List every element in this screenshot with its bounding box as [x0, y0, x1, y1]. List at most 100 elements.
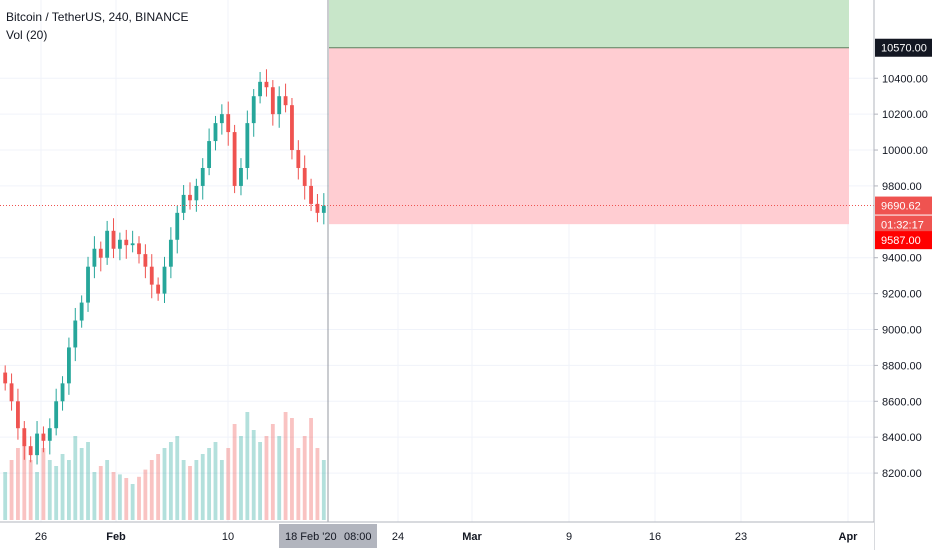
candlestick-series [3, 69, 326, 465]
candle-body [309, 185, 313, 204]
candle-body [54, 401, 59, 429]
volume-bar [117, 474, 122, 520]
volume-bar [277, 436, 282, 520]
time-tick-label: Feb [106, 531, 126, 543]
volume-bar [207, 448, 212, 520]
candle-body [117, 239, 122, 249]
volume-bar [162, 448, 167, 520]
price-tick-label: 9200.00 [882, 289, 922, 301]
bar-countdown-tag-bg [875, 215, 932, 234]
volume-bar [130, 484, 135, 520]
crosshair-time-box [279, 524, 377, 548]
price-tick-label: 8200.00 [882, 468, 922, 480]
volume-bar [264, 436, 269, 520]
candle-body [207, 141, 212, 168]
volume-bar [79, 448, 84, 520]
candle-body [270, 87, 275, 115]
volume-bar [67, 460, 71, 520]
volume-bar [200, 454, 205, 520]
candle-body [277, 96, 282, 115]
candle-body [245, 123, 250, 168]
candle-body [162, 266, 167, 294]
candle-body [47, 428, 52, 441]
time-tick-label: 16 [649, 531, 661, 543]
candle-body [168, 239, 173, 267]
candle-body [67, 347, 71, 384]
volume-bar [283, 412, 288, 520]
volume-bar [194, 460, 199, 520]
time-tick-label: 9 [566, 531, 572, 543]
price-tick-label: 8800.00 [882, 360, 922, 372]
candle-body [315, 203, 320, 213]
volume-bar [124, 478, 129, 520]
target-price-tag: 10570.00 [881, 43, 927, 55]
candle-body [264, 81, 269, 88]
long-position-tool[interactable] [329, 0, 849, 225]
time-axis[interactable]: 26 Feb 10 24 Mar 9 16 23 Apr 18 Feb '20 08:00 [0, 521, 874, 550]
chart-legend: Bitcoin / TetherUS, 240, BINANCE Vol (20… [6, 8, 189, 44]
volume-bar [35, 472, 39, 520]
candle-body [321, 205, 326, 213]
loss-zone [329, 47, 849, 225]
symbol-title[interactable]: Bitcoin / TetherUS, 240, BINANCE [6, 10, 189, 24]
candle-body [111, 230, 116, 249]
candle-body [251, 96, 256, 124]
candle-body [22, 428, 27, 447]
time-tick-label: 23 [735, 531, 747, 543]
volume-bar [98, 466, 103, 520]
candle-body [219, 114, 224, 124]
volume-bar [296, 448, 301, 520]
price-axis-background [874, 0, 932, 550]
candle-body [105, 230, 110, 258]
candle-body [156, 284, 161, 294]
profit-zone [329, 0, 849, 48]
candle-body [9, 383, 14, 402]
price-axis[interactable]: 10400.00 10200.00 10000.00 9800.00 9400.00 92… [873, 0, 932, 550]
candle-body [3, 372, 8, 384]
candle-body [302, 167, 307, 186]
price-tick-label: 9400.00 [882, 253, 922, 265]
candle-body [143, 254, 148, 267]
candle-body [181, 194, 186, 213]
volume-bar [251, 430, 256, 520]
volume-bar [270, 424, 275, 520]
stop-price-tag: 9587.00 [881, 235, 921, 247]
candle-body [35, 433, 39, 456]
volume-bar [290, 418, 294, 520]
candle-body [130, 243, 135, 246]
candle-body [124, 239, 129, 246]
volume-bar [258, 442, 262, 520]
candle-body [73, 320, 78, 348]
volume-bar [309, 418, 313, 520]
time-tick-label: 24 [392, 531, 404, 543]
price-tick-label: 9000.00 [882, 325, 922, 337]
candle-body [188, 194, 192, 201]
price-tick-label: 8400.00 [882, 432, 922, 444]
price-tick-label: 10400.00 [882, 73, 928, 85]
candle-body [79, 302, 84, 321]
time-axis-background [0, 522, 874, 550]
volume-bar [73, 436, 78, 520]
candle-body [60, 383, 65, 402]
candle-body [283, 96, 288, 106]
chart-grid [0, 0, 874, 522]
volume-indicator-title[interactable]: Vol (20) [6, 28, 48, 42]
candle-body [98, 248, 103, 258]
volume-bar [232, 424, 237, 520]
volume-bars [3, 412, 326, 520]
volume-bar [188, 466, 192, 520]
volume-bar [16, 448, 20, 520]
price-tick-label: 10000.00 [882, 145, 928, 157]
price-tick-label: 9800.00 [882, 181, 922, 193]
volume-bar [41, 448, 46, 520]
candle-body [296, 150, 301, 168]
candle-body [200, 167, 205, 186]
bar-countdown-tag: 01:32:17 [881, 220, 924, 232]
price-tick-label: 8600.00 [882, 396, 922, 408]
candle-body [213, 123, 218, 142]
candle-body [194, 185, 199, 201]
volume-bar [111, 472, 116, 520]
volume-bar [9, 460, 14, 520]
candle-body [149, 266, 154, 285]
